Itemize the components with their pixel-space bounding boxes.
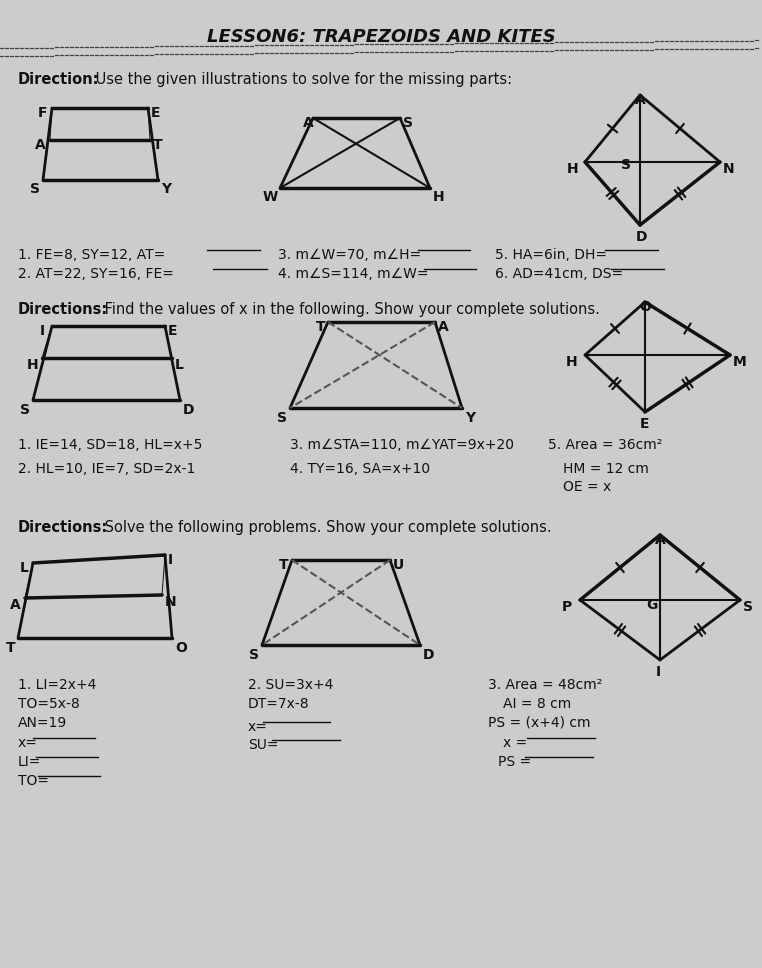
- Text: 3. m∠STA=110, m∠YAT=9x+20: 3. m∠STA=110, m∠YAT=9x+20: [290, 438, 514, 452]
- Text: S: S: [621, 158, 631, 172]
- Text: 1. FE=8, SY=12, AT=: 1. FE=8, SY=12, AT=: [18, 248, 165, 262]
- Text: N: N: [723, 162, 735, 176]
- Text: A: A: [35, 138, 46, 152]
- Text: HM = 12 cm: HM = 12 cm: [563, 462, 649, 476]
- Text: I: I: [40, 324, 45, 338]
- Text: S: S: [249, 648, 259, 662]
- Text: S: S: [277, 411, 287, 425]
- Text: AN=19: AN=19: [18, 716, 67, 730]
- Text: 4. TY=16, SA=x+10: 4. TY=16, SA=x+10: [290, 462, 430, 476]
- Text: P: P: [562, 600, 572, 614]
- Text: L: L: [20, 561, 29, 575]
- Text: 5. Area = 36cm²: 5. Area = 36cm²: [548, 438, 662, 452]
- Text: A: A: [635, 93, 645, 107]
- Text: L: L: [175, 358, 184, 372]
- Text: M: M: [733, 355, 747, 369]
- Text: W: W: [263, 190, 278, 204]
- Text: S: S: [743, 600, 753, 614]
- Text: O: O: [175, 641, 187, 655]
- Text: Find the values of x in the following. Show your complete solutions.: Find the values of x in the following. S…: [100, 302, 600, 317]
- Text: PS = (x+4) cm: PS = (x+4) cm: [488, 716, 591, 730]
- Text: T: T: [153, 138, 162, 152]
- Text: D: D: [423, 648, 434, 662]
- Text: 2. AT=22, SY=16, FE=: 2. AT=22, SY=16, FE=: [18, 267, 174, 281]
- Text: 2. HL=10, IE=7, SD=2x-1: 2. HL=10, IE=7, SD=2x-1: [18, 462, 195, 476]
- Text: TO=: TO=: [18, 774, 49, 788]
- Text: x =: x =: [503, 736, 532, 750]
- Text: S: S: [20, 403, 30, 417]
- Text: LESSON6: TRAPEZOIDS AND KITES: LESSON6: TRAPEZOIDS AND KITES: [207, 28, 555, 46]
- Text: H: H: [566, 355, 578, 369]
- Text: 3. m∠W=70, m∠H=: 3. m∠W=70, m∠H=: [278, 248, 421, 262]
- Text: A: A: [438, 320, 449, 334]
- Text: A: A: [303, 116, 314, 130]
- Text: SU=: SU=: [248, 738, 278, 752]
- Text: I: I: [656, 665, 661, 679]
- Text: O: O: [639, 300, 651, 314]
- Text: H: H: [27, 358, 39, 372]
- Text: Solve the following problems. Show your complete solutions.: Solve the following problems. Show your …: [100, 520, 552, 535]
- Text: S: S: [403, 116, 413, 130]
- Text: PS =: PS =: [498, 755, 536, 769]
- Text: 5. HA=6in, DH=: 5. HA=6in, DH=: [495, 248, 607, 262]
- Text: T: T: [316, 320, 325, 334]
- Text: E: E: [168, 324, 178, 338]
- Text: x=: x=: [18, 736, 38, 750]
- Text: Use the given illustrations to solve for the missing parts:: Use the given illustrations to solve for…: [91, 72, 512, 87]
- Text: D: D: [183, 403, 194, 417]
- Text: A: A: [655, 533, 666, 547]
- Text: 2. SU=3x+4: 2. SU=3x+4: [248, 678, 334, 692]
- Text: I: I: [168, 553, 173, 567]
- Text: Directions:: Directions:: [18, 302, 108, 317]
- Text: H: H: [433, 190, 444, 204]
- Text: D: D: [636, 230, 648, 244]
- Text: Y: Y: [161, 182, 171, 196]
- Text: 1. LI=2x+4: 1. LI=2x+4: [18, 678, 96, 692]
- Text: N: N: [165, 595, 177, 609]
- Text: F: F: [38, 106, 47, 120]
- Text: OE = x: OE = x: [563, 480, 611, 494]
- Text: 1. IE=14, SD=18, HL=x+5: 1. IE=14, SD=18, HL=x+5: [18, 438, 203, 452]
- Text: S: S: [30, 182, 40, 196]
- Text: E: E: [151, 106, 161, 120]
- Text: TO=5x-8: TO=5x-8: [18, 697, 80, 711]
- Text: Y: Y: [465, 411, 475, 425]
- Text: DT=7x-8: DT=7x-8: [248, 697, 309, 711]
- Text: LI=: LI=: [18, 755, 41, 769]
- Text: H: H: [567, 162, 578, 176]
- Text: 6. AD=41cm, DS=: 6. AD=41cm, DS=: [495, 267, 623, 281]
- Text: Directions:: Directions:: [18, 520, 108, 535]
- Text: 3. Area = 48cm²: 3. Area = 48cm²: [488, 678, 602, 692]
- Text: T: T: [279, 558, 289, 572]
- Text: 4. m∠S=114, m∠W=: 4. m∠S=114, m∠W=: [278, 267, 428, 281]
- Text: E: E: [640, 417, 649, 431]
- Text: x=: x=: [248, 720, 268, 734]
- Text: T: T: [6, 641, 16, 655]
- Text: Direction:: Direction:: [18, 72, 100, 87]
- Text: U: U: [393, 558, 405, 572]
- Text: AI = 8 cm: AI = 8 cm: [503, 697, 572, 711]
- Text: G: G: [646, 598, 658, 612]
- Text: A: A: [10, 598, 21, 612]
